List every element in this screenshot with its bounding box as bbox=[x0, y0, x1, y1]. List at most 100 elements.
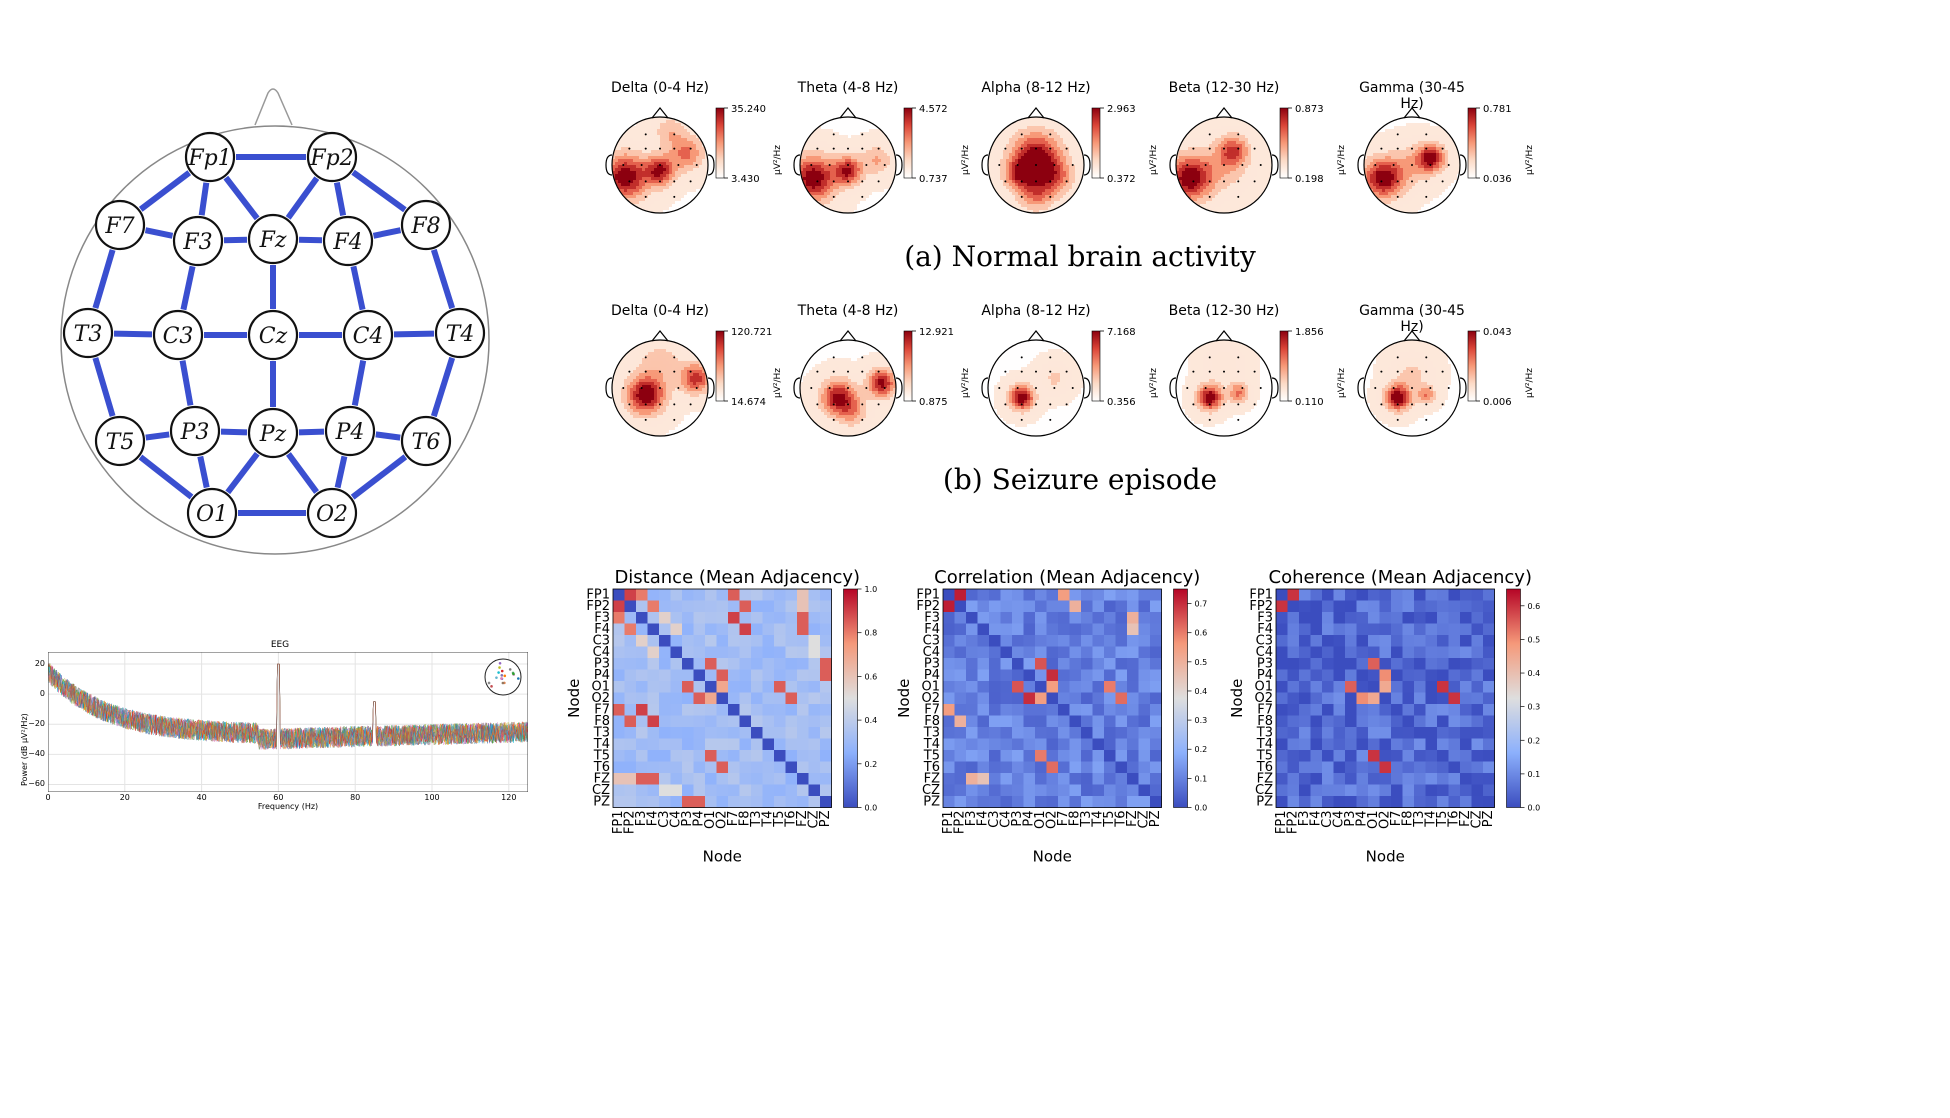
heatmap-cell bbox=[1402, 692, 1415, 705]
heatmap-xtick: P4 bbox=[1021, 811, 1036, 827]
heatmap-cell bbox=[682, 669, 694, 682]
heatmap-cell bbox=[989, 646, 1001, 659]
heatmap-cell bbox=[1448, 692, 1461, 705]
sensor-dot bbox=[1259, 387, 1262, 389]
heatmap-cell bbox=[682, 600, 694, 613]
heatmap-cell bbox=[954, 646, 967, 659]
heatmap-ytick: T5 bbox=[1256, 748, 1273, 763]
heatmap-cell bbox=[762, 623, 775, 636]
heatmap-cell bbox=[1437, 669, 1449, 682]
heatmap-cell bbox=[1368, 727, 1380, 739]
heatmap-ytick: C3 bbox=[593, 633, 610, 648]
heatmap-cell bbox=[647, 669, 660, 682]
sensor-dot bbox=[1192, 147, 1195, 150]
sensor-dot bbox=[1223, 164, 1225, 166]
sensor-dot bbox=[1020, 180, 1023, 183]
heatmap-cell bbox=[1012, 784, 1024, 797]
heatmap-cell bbox=[636, 669, 648, 682]
heatmap-cell bbox=[820, 681, 832, 693]
heatmap-cell bbox=[1471, 750, 1484, 762]
heatmap-cell bbox=[624, 589, 637, 601]
heatmap-cell bbox=[624, 669, 637, 682]
sensor-dot bbox=[816, 370, 819, 373]
heatmap-cell bbox=[624, 658, 637, 670]
heatmap-cell bbox=[1299, 715, 1311, 728]
heatmap-cell bbox=[1345, 681, 1357, 693]
sensor-dot bbox=[1425, 370, 1428, 373]
heatmap-xlabel: Node bbox=[1033, 848, 1072, 866]
heatmap-cell bbox=[682, 658, 694, 670]
heatmap-cell bbox=[647, 658, 660, 670]
heatmap-cell bbox=[716, 635, 729, 647]
heatmap-cell bbox=[954, 658, 967, 670]
heatmap-cell bbox=[670, 623, 683, 636]
electrode-link bbox=[351, 360, 367, 406]
heatmap-cell bbox=[1081, 589, 1093, 601]
heatmap-cell bbox=[1081, 681, 1093, 693]
sensor-dot bbox=[1259, 164, 1262, 166]
heatmap-cell bbox=[808, 761, 821, 774]
heatmap-ytick: F8 bbox=[594, 714, 610, 729]
heatmap-cell bbox=[728, 600, 740, 613]
heatmap-svg: Correlation (Mean Adjacency)FP1FP1FP2FP2… bbox=[895, 567, 1207, 866]
heatmap-cell bbox=[1437, 646, 1449, 659]
heatmap-cell bbox=[774, 704, 786, 716]
heatmap-cell bbox=[797, 658, 809, 670]
heatmap-cell bbox=[1035, 612, 1047, 624]
heatmap-cell bbox=[1460, 646, 1472, 659]
heatmap-cell bbox=[739, 761, 752, 774]
heatmap-cell bbox=[1058, 635, 1070, 647]
sensor-dot bbox=[1223, 403, 1225, 406]
heatmap-cell bbox=[1035, 704, 1047, 716]
heatmap-cell bbox=[670, 635, 683, 647]
heatmap-cell bbox=[682, 727, 694, 739]
heatmap-cell bbox=[1356, 612, 1369, 624]
heatmap-cell bbox=[739, 612, 752, 624]
heatmap-cell bbox=[808, 727, 821, 739]
heatmap-cell bbox=[1322, 589, 1334, 601]
sensor-dot bbox=[677, 164, 680, 166]
colorbar-unit: µV²/Hz bbox=[1337, 368, 1347, 398]
heatmap-cell bbox=[797, 704, 809, 716]
heatmap-cell bbox=[1000, 646, 1013, 659]
heatmap-ytick: PZ bbox=[923, 794, 940, 809]
heatmap-cell bbox=[1127, 600, 1139, 613]
heatmap-cell bbox=[1035, 623, 1047, 636]
heatmap-cell bbox=[636, 715, 648, 728]
sensor-dot bbox=[877, 147, 880, 150]
heatmap-cell bbox=[682, 773, 694, 785]
heatmap-cell bbox=[1437, 727, 1449, 739]
heatmap-cell bbox=[1471, 681, 1484, 693]
heatmap-cell bbox=[670, 738, 683, 751]
sensor-dot bbox=[1053, 164, 1056, 166]
sensor-dot bbox=[1396, 370, 1399, 373]
electrode-node-o1: O1 bbox=[186, 487, 238, 539]
heatmap-cell bbox=[1058, 612, 1070, 624]
heatmap-cell bbox=[647, 761, 660, 774]
sensor-dot bbox=[861, 370, 864, 373]
heatmap-cell bbox=[1127, 681, 1139, 693]
psd-sensor-inset bbox=[484, 658, 522, 696]
heatmap-cell bbox=[954, 681, 967, 693]
colorbar bbox=[903, 107, 913, 179]
sensor-dot bbox=[628, 147, 631, 150]
sensor-dot bbox=[861, 403, 864, 406]
electrode-link bbox=[430, 356, 456, 418]
colorbar-tick: 0.4 bbox=[1528, 669, 1541, 678]
heatmap-cell bbox=[1150, 750, 1162, 762]
sensor-dot bbox=[1208, 195, 1211, 198]
heatmap-cell bbox=[1035, 796, 1047, 808]
heatmap-cell bbox=[1448, 600, 1461, 613]
heatmap-ytick: F8 bbox=[924, 714, 940, 729]
heatmap-cell bbox=[659, 635, 671, 647]
heatmap-cell bbox=[728, 715, 740, 728]
heatmap-cell bbox=[1104, 704, 1116, 716]
heatmap-cell bbox=[954, 784, 967, 797]
heatmap-cell bbox=[1299, 750, 1311, 762]
heatmap-cell bbox=[943, 704, 955, 716]
colorbar bbox=[1091, 330, 1101, 402]
heatmap-cell bbox=[1322, 704, 1334, 716]
heatmap-cell bbox=[624, 796, 637, 808]
heatmap-cell bbox=[977, 658, 990, 670]
